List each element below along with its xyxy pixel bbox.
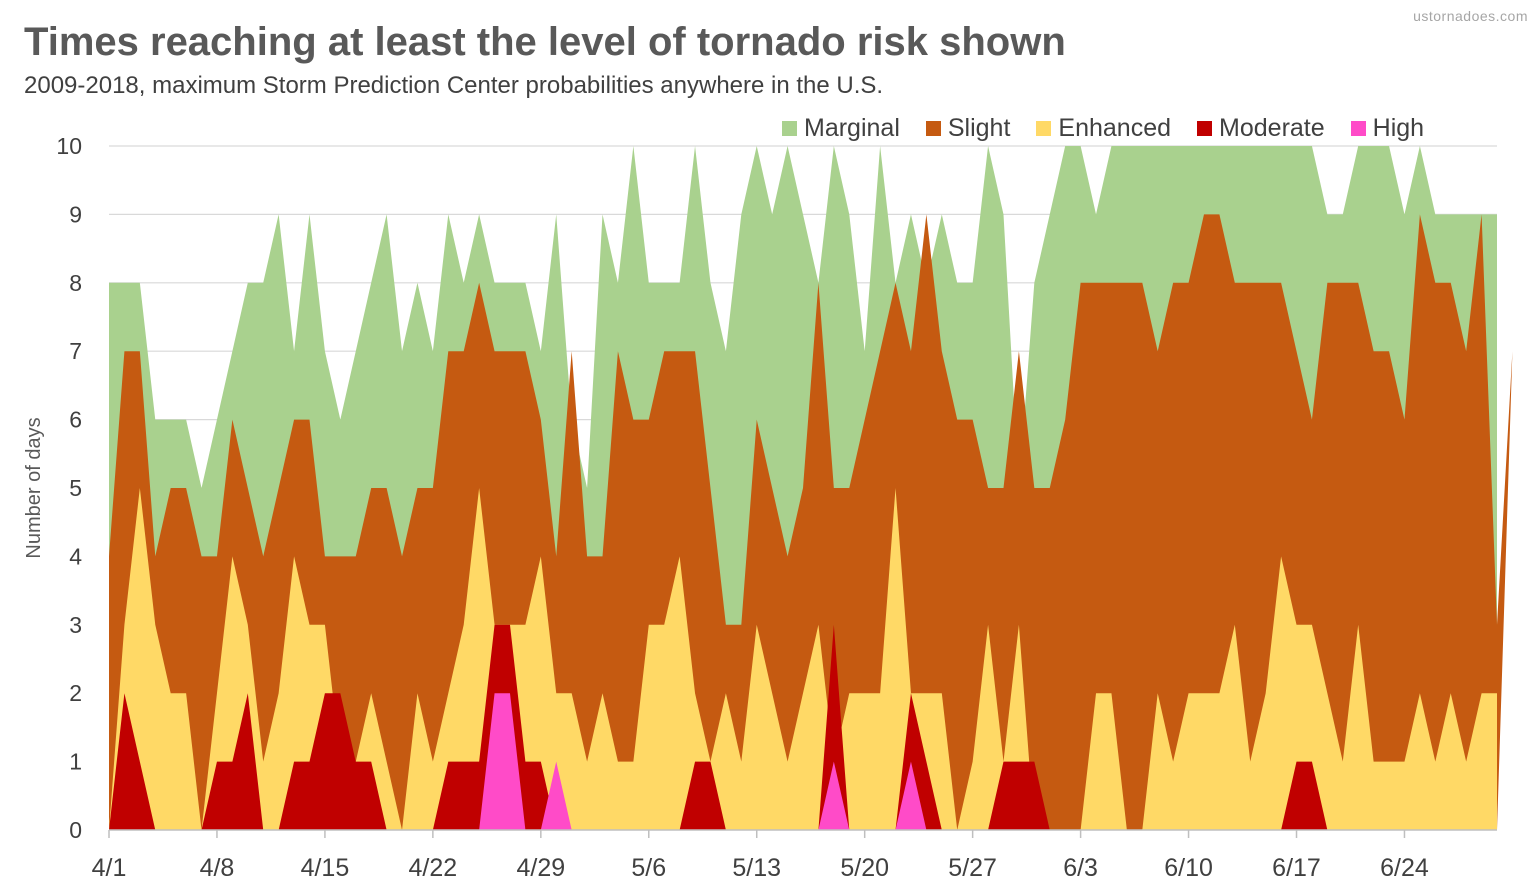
x-tick-label: 5/6 bbox=[631, 854, 666, 882]
x-tick-label: 4/29 bbox=[516, 854, 565, 882]
y-tick-label: 0 bbox=[69, 817, 82, 843]
y-axis-label: Number of days bbox=[23, 417, 45, 558]
x-tick-label: 5/20 bbox=[840, 854, 889, 882]
chart-title: Times reaching at least the level of tor… bbox=[24, 20, 1066, 64]
legend: Marginal Slight Enhanced Moderate High bbox=[782, 114, 1424, 143]
x-tick-label: 4/22 bbox=[409, 854, 458, 882]
axes: 0 1 2 3 4 5 6 7 8 9 10 4/1 4/8 4/15 4/22 4/29 5/6 5/13 5/2… bbox=[56, 133, 1497, 882]
legend-swatch-slight bbox=[925, 121, 941, 136]
legend-swatch-marginal bbox=[782, 121, 797, 136]
legend-item-enhanced: Enhanced bbox=[1036, 114, 1171, 143]
legend-label-high: High bbox=[1372, 114, 1425, 142]
x-tick-label: 6/24 bbox=[1380, 854, 1429, 882]
y-tick-label: 5 bbox=[69, 475, 82, 501]
legend-label-moderate: Moderate bbox=[1219, 114, 1325, 142]
x-tick-label: 4/15 bbox=[301, 854, 350, 882]
y-tick-label: 10 bbox=[56, 133, 82, 159]
x-tick-label: 4/1 bbox=[92, 854, 127, 882]
chart-subtitle: 2009-2018, maximum Storm Prediction Cent… bbox=[24, 72, 884, 99]
legend-item-high: High bbox=[1350, 114, 1425, 143]
y-tick-label: 1 bbox=[69, 749, 82, 775]
legend-swatch-high bbox=[1350, 121, 1366, 136]
legend-label-enhanced: Enhanced bbox=[1058, 114, 1172, 142]
legend-label-marginal: Marginal bbox=[804, 114, 900, 142]
legend-label-slight: Slight bbox=[947, 114, 1011, 142]
area-series bbox=[109, 146, 1513, 830]
x-tick-label: 6/17 bbox=[1272, 854, 1321, 882]
y-tick-label: 6 bbox=[69, 407, 82, 433]
legend-item-slight: Slight bbox=[925, 114, 1011, 143]
area-enhanced bbox=[109, 488, 1497, 830]
y-tick-label: 2 bbox=[69, 680, 82, 706]
x-tick-label: 5/27 bbox=[948, 854, 997, 882]
y-tick-label: 4 bbox=[69, 543, 82, 569]
legend-item-marginal: Marginal bbox=[782, 114, 900, 143]
area-moderate bbox=[109, 624, 1497, 830]
x-tick-label: 6/3 bbox=[1063, 854, 1098, 882]
legend-swatch-moderate bbox=[1197, 121, 1213, 136]
legend-item-moderate: Moderate bbox=[1197, 114, 1325, 143]
x-tick-label: 4/8 bbox=[200, 854, 235, 882]
source-credit: ustornadoes.com bbox=[1413, 8, 1528, 24]
y-tick-label: 9 bbox=[69, 201, 82, 227]
x-tick-label: 6/10 bbox=[1164, 854, 1213, 882]
y-tick-label: 7 bbox=[69, 338, 82, 364]
legend-swatch-enhanced bbox=[1036, 121, 1052, 136]
x-tick-label: 5/13 bbox=[732, 854, 781, 882]
y-tick-label: 3 bbox=[69, 612, 82, 638]
y-tick-label: 8 bbox=[69, 270, 82, 296]
